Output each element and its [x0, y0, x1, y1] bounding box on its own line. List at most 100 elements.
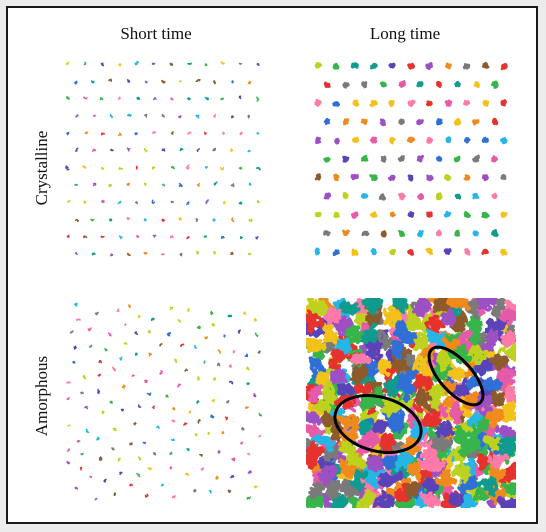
particle-trajectory — [421, 408, 442, 428]
particle-trajectory — [435, 192, 443, 201]
particle-trajectory — [426, 100, 433, 107]
particle-trajectory — [196, 325, 201, 330]
particle-trajectory — [179, 147, 184, 152]
particle-trajectory — [92, 182, 97, 187]
highlight-ellipse-1 — [333, 394, 423, 454]
particle-trajectory — [170, 165, 175, 170]
particle-trajectory — [119, 356, 123, 361]
particle-trajectory — [419, 491, 442, 508]
particle-trajectory — [170, 97, 174, 101]
particle-trajectory — [356, 489, 377, 508]
particle-trajectory — [407, 211, 415, 218]
particle-trajectory — [243, 311, 247, 315]
particle-trajectory — [321, 322, 339, 345]
particle-trajectory — [85, 428, 90, 434]
particle-trajectory — [195, 114, 200, 119]
particle-trajectory — [477, 298, 498, 312]
particle-trajectory — [448, 401, 464, 425]
particle-trajectory — [196, 250, 200, 255]
particle-trajectory — [238, 95, 242, 100]
particle-trajectory — [481, 136, 489, 144]
particle-trajectory — [101, 410, 105, 415]
particle-trajectory — [323, 156, 331, 163]
particle-trajectory — [308, 481, 326, 500]
particle-trajectory — [360, 118, 368, 126]
particle-trajectory — [500, 330, 516, 348]
particle-trajectory — [162, 183, 166, 187]
particle-trajectory — [460, 493, 479, 508]
particle-trajectory — [138, 404, 142, 408]
particle-trajectory — [349, 353, 372, 365]
particle-trajectory — [246, 366, 250, 371]
particle-trajectory — [380, 155, 387, 163]
particle-trajectory — [481, 211, 490, 219]
particle-trajectory — [239, 131, 243, 136]
particle-trajectory — [238, 62, 243, 65]
particle-trajectory — [187, 131, 192, 135]
particle-trajectory — [231, 217, 235, 223]
particle-trajectory — [372, 489, 395, 508]
particle-trajectory — [426, 211, 433, 218]
particle-trajectory — [128, 304, 131, 309]
particle-trajectory — [217, 349, 221, 354]
particle-trajectory — [325, 478, 352, 500]
particle-trajectory — [407, 249, 414, 256]
particle-trajectory — [416, 81, 424, 88]
particle-trajectory — [491, 229, 499, 238]
particle-trajectory — [239, 236, 243, 240]
particle-trajectory — [228, 364, 232, 368]
particle-trajectory — [136, 234, 140, 239]
particle-trajectory — [230, 183, 235, 188]
particle-trajectory — [237, 329, 241, 334]
particle-trajectory — [151, 166, 156, 170]
particle-trajectory — [416, 119, 424, 126]
particle-trajectory — [256, 200, 260, 204]
particle-trajectory — [187, 62, 192, 65]
particle-trajectory — [487, 450, 510, 469]
particle-trajectory — [91, 252, 96, 256]
particle-trajectory — [103, 478, 107, 483]
particle-trajectory — [253, 318, 257, 322]
particle-trajectory — [246, 496, 252, 500]
particle-trajectory — [79, 466, 83, 471]
particle-trajectory — [196, 400, 200, 404]
particle-trajectory — [65, 61, 70, 65]
trajectory-plot-crystalline-short — [65, 60, 261, 257]
particle-trajectory — [256, 62, 260, 66]
particle-trajectory — [83, 200, 87, 204]
particle-trajectory — [344, 324, 364, 345]
particle-trajectory — [222, 131, 225, 135]
particle-trajectory — [210, 310, 214, 316]
particle-trajectory — [342, 82, 350, 89]
particle-trajectory — [425, 62, 433, 70]
particle-trajectory — [323, 81, 331, 89]
particle-trajectory — [412, 331, 431, 352]
particle-trajectory — [186, 97, 191, 101]
particle-trajectory — [178, 182, 183, 188]
particle-trajectory — [126, 79, 131, 83]
particle-trajectory — [123, 342, 128, 345]
particle-trajectory — [117, 200, 122, 204]
particle-trajectory — [444, 99, 453, 107]
particle-trajectory — [101, 166, 105, 170]
particle-trajectory — [126, 182, 130, 187]
particle-trajectory — [248, 252, 252, 256]
particle-trajectory — [90, 218, 95, 222]
particle-trajectory — [406, 136, 416, 144]
particle-trajectory — [215, 475, 219, 480]
particle-trajectory — [321, 380, 338, 405]
particle-trajectory — [334, 137, 340, 145]
particle-trajectory — [197, 376, 200, 381]
particle-trajectory — [336, 382, 356, 397]
particle-trajectory — [463, 174, 471, 181]
particle-trajectory — [76, 439, 81, 443]
particle-trajectory — [194, 344, 197, 349]
particle-trajectory — [212, 147, 217, 152]
particle-trajectory — [306, 423, 326, 439]
particle-trajectory — [257, 350, 261, 354]
particle-trajectory — [166, 332, 172, 337]
particle-trajectory — [179, 80, 182, 83]
particle-trajectory — [349, 469, 369, 492]
particle-trajectory — [231, 457, 236, 462]
particle-trajectory — [440, 308, 457, 328]
